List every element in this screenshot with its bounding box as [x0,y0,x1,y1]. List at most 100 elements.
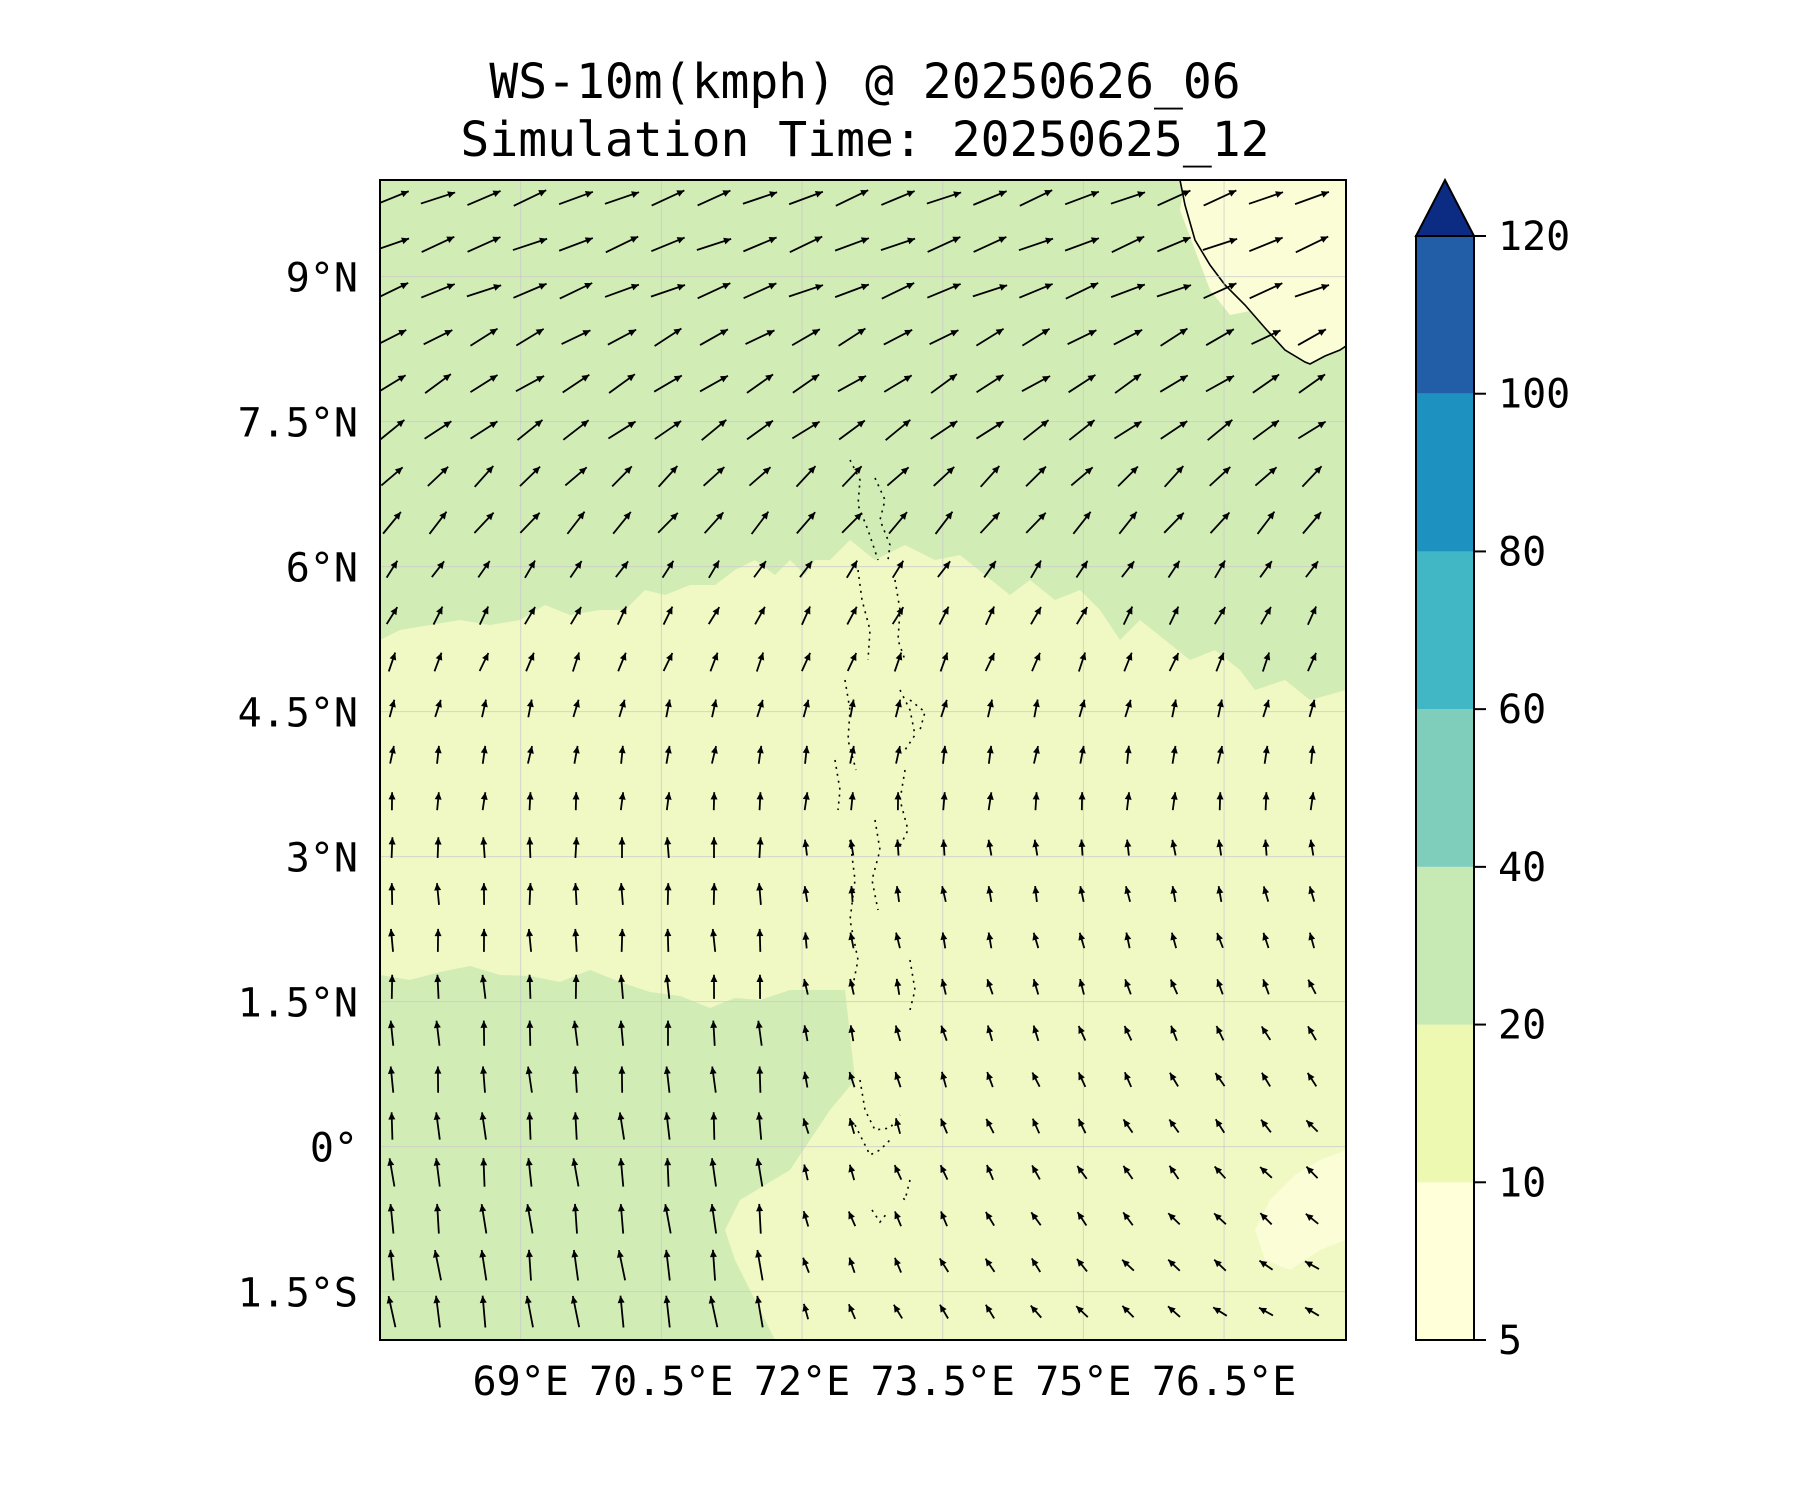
wind-arrow [608,373,636,394]
wind-arrow [604,191,640,205]
colorbar-segment [1416,236,1474,394]
wind-arrow [1305,1119,1319,1133]
wind-arrow [1307,979,1317,995]
wind-arrow [388,974,396,999]
wind-arrow [382,511,402,535]
lon-tick-label: 73.5°E [870,1359,1015,1405]
wind-arrow [467,190,501,206]
wind-arrow [1209,466,1231,487]
wind-arrow [1031,652,1041,672]
wind-arrow [940,699,948,718]
wind-arrow [1019,189,1053,207]
wind-arrow [650,284,686,298]
wind-arrow [525,1249,533,1281]
wind-arrow [708,1295,719,1328]
wind-arrow [433,1020,441,1046]
wind-arrow [380,466,404,487]
wind-arrow [572,928,580,952]
wind-arrow [703,466,725,487]
wind-arrow [802,1303,810,1320]
wind-arrow [1259,1166,1273,1179]
wind-arrow [927,236,961,253]
wind-arrow [1256,511,1276,535]
wind-arrow [519,466,541,487]
wind-arrow [477,560,491,578]
wind-arrow [470,420,498,440]
wind-arrow [420,191,456,205]
wind-arrow [1072,511,1092,535]
wind-arrow [651,236,685,253]
wind-arrow [986,1071,994,1088]
wind-arrow [663,1295,671,1328]
wind-arrow [424,420,452,440]
wind-arrow [985,1304,995,1319]
wind-arrow [421,235,455,253]
wind-arrow [564,466,588,487]
wind-arrow [746,373,774,394]
wind-arrow [848,1071,856,1088]
wind-arrow [894,885,902,903]
wind-arrow [615,560,629,578]
wind-arrow [558,190,594,206]
wind-arrow [1075,560,1089,579]
wind-speed-band-5-10-southeast [1255,1150,1346,1270]
wind-arrow [1021,327,1051,347]
wind-arrow [387,1020,395,1046]
wind-arrow [433,1295,441,1328]
wind-arrow [664,699,672,718]
wind-arrow [973,236,1007,253]
wind-arrow [1304,1306,1320,1317]
wind-arrow [527,745,534,764]
wind-arrow [802,978,810,995]
wind-arrow [1249,282,1283,300]
lon-tick-label: 72°E [754,1359,850,1405]
wind-arrow [891,606,905,625]
wind-arrow [933,466,955,487]
wind-arrow [572,1112,580,1140]
wind-arrow [755,1020,763,1046]
wind-arrow [699,374,729,393]
wind-arrow [1294,191,1330,205]
wind-arrow [930,373,958,394]
wind-arrow [742,191,778,205]
wind-arrow [380,329,407,345]
wind-arrow [1308,792,1316,811]
wind-arrow [618,745,626,764]
wind-arrow [888,511,908,535]
wind-arrow [802,1210,810,1227]
wind-arrow [940,1025,948,1042]
wind-arrow [894,932,902,949]
wind-arrow [1064,237,1100,252]
wind-arrow [848,1303,856,1320]
wind-arrow [1117,465,1139,487]
wind-arrow [1170,839,1178,856]
wind-arrow [1307,652,1317,672]
wind-arrow [1297,328,1327,346]
wind-arrow [664,1020,672,1046]
wind-arrow [1111,235,1145,254]
wind-arrow [986,978,994,995]
wind-arrow [434,745,442,764]
wind-arrow [387,652,397,672]
map-frame [379,179,1347,1341]
wind-arrow [387,1249,395,1281]
wind-arrow [572,974,580,999]
colorbar-segment [1416,551,1474,710]
wind-arrow [1251,329,1281,345]
wind-arrow [985,1211,995,1227]
wind-arrow [846,606,858,625]
wind-arrow [1157,236,1191,253]
wind-vectors [380,189,1330,1328]
wind-arrow [1305,1213,1319,1225]
wind-arrow [1065,282,1099,300]
wind-arrow [938,1257,950,1273]
lat-tick-label: 9°N [286,256,358,302]
wind-arrow [572,652,581,672]
wind-arrow [710,883,718,905]
wind-arrow [607,420,637,440]
wind-arrow [929,329,959,346]
wind-arrow [801,606,811,626]
wind-arrow [1076,1211,1088,1226]
wind-arrow [1213,606,1227,625]
wind-arrow [848,839,856,856]
